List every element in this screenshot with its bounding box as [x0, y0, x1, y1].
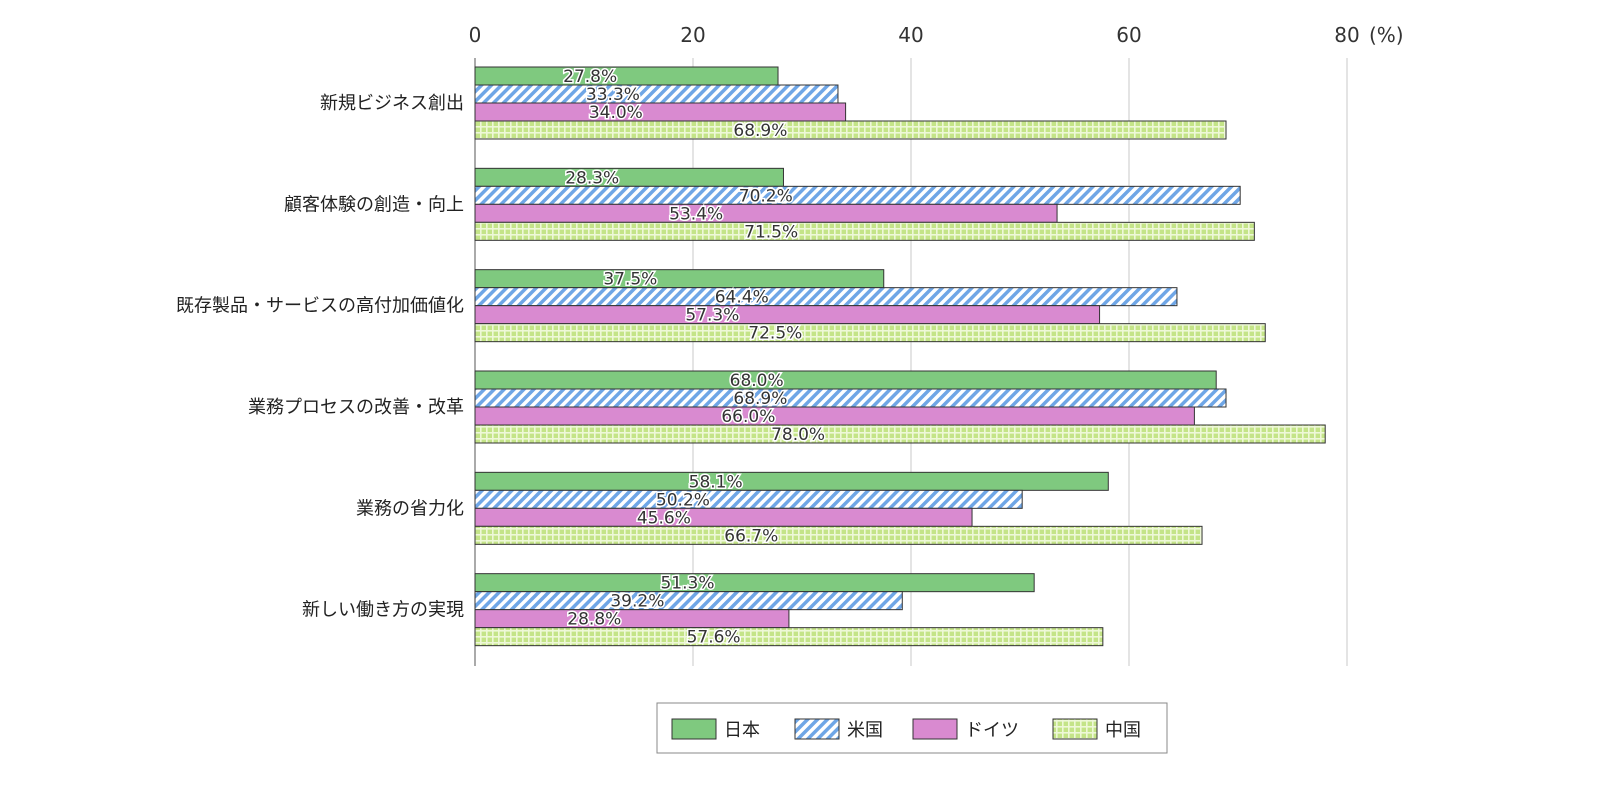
bar	[474, 185, 1241, 205]
legend-label: ドイツ	[965, 720, 1019, 741]
bar	[474, 370, 1217, 390]
data-label: 33.3%	[586, 85, 640, 105]
data-label: 58.1%	[689, 472, 743, 492]
x-tick-label: 60	[1116, 23, 1141, 47]
bar	[474, 627, 1104, 647]
x-axis-unit-label: (%)	[1369, 23, 1404, 47]
bar	[474, 388, 1227, 408]
gridlines	[474, 58, 1348, 666]
category-label: 業務プロセスの改善・改革	[248, 397, 464, 418]
bar	[474, 406, 1195, 426]
bar	[474, 84, 839, 104]
bar	[474, 489, 1023, 509]
data-label: 70.2%	[739, 186, 793, 206]
data-label: 45.6%	[637, 508, 691, 528]
bar	[474, 221, 1255, 241]
data-labels: 27.8%33.3%34.0% 68.9% 28.3% 70.2% 53.4% 71.5%…	[562, 66, 827, 650]
data-label: 53.4%	[669, 204, 723, 224]
legend-label: 中国	[1105, 720, 1141, 741]
data-label: 57.6%	[687, 628, 741, 648]
x-tick-label: 0	[469, 23, 482, 47]
category-labels: 新規ビジネス創出顧客体験の創造・向上既存製品・サービスの高付加価値化業務プロセス…	[176, 93, 464, 621]
data-label: 27.8%	[563, 67, 617, 87]
bar	[474, 573, 1035, 593]
x-axis: 0 20 40 60 80 (%)	[469, 23, 1404, 47]
bar	[474, 203, 1058, 223]
bar	[474, 167, 784, 187]
bar	[474, 66, 779, 86]
data-label: 72.5%	[748, 324, 802, 344]
category-label: 業務の省力化	[356, 498, 464, 519]
data-label: 68.0%	[730, 371, 784, 391]
bar	[474, 525, 1203, 545]
bar	[474, 120, 1227, 140]
bar	[474, 609, 790, 629]
data-label: 51.3%	[660, 574, 714, 594]
data-label: 64.4%	[715, 288, 769, 308]
category-label: 顧客体験の創造・向上	[284, 194, 464, 215]
data-label: 66.0%	[721, 407, 775, 427]
legend-swatch	[1052, 718, 1098, 740]
data-label: 66.7%	[724, 526, 778, 546]
category-label: 新しい働き方の実現	[302, 600, 464, 621]
legend-label: 米国	[847, 720, 883, 741]
legend-label: 日本	[724, 720, 760, 741]
bar	[474, 269, 885, 289]
data-label: 71.5%	[744, 222, 798, 242]
data-label: 34.0%	[589, 103, 643, 123]
bar	[474, 591, 903, 611]
x-tick-label: 80	[1334, 23, 1359, 47]
data-label: 50.2%	[656, 490, 710, 510]
data-label: 39.2%	[610, 592, 664, 612]
legend: 日本 米国 ドイツ 中国	[656, 702, 1168, 754]
data-label: 28.8%	[567, 610, 621, 630]
legend-swatch	[794, 718, 840, 740]
bars	[474, 66, 1326, 647]
bar	[474, 102, 847, 122]
data-label: 68.9%	[733, 121, 787, 141]
data-label: 28.3%	[565, 168, 619, 188]
bar	[474, 323, 1266, 343]
bar	[474, 471, 1109, 491]
data-label: 37.5%	[603, 270, 657, 290]
legend-swatch	[671, 718, 717, 740]
category-label: 既存製品・サービスの高付加価値化	[176, 296, 464, 317]
bar	[474, 507, 973, 527]
x-tick-label: 20	[680, 23, 705, 47]
legend-swatch	[912, 718, 958, 740]
x-tick-label: 40	[898, 23, 923, 47]
data-label: 68.9%	[733, 389, 787, 409]
bar	[474, 287, 1178, 307]
bar	[474, 305, 1101, 325]
bar	[474, 424, 1326, 444]
category-label: 新規ビジネス創出	[320, 93, 464, 114]
data-label: 78.0%	[771, 425, 825, 445]
data-label: 57.3%	[685, 306, 739, 326]
